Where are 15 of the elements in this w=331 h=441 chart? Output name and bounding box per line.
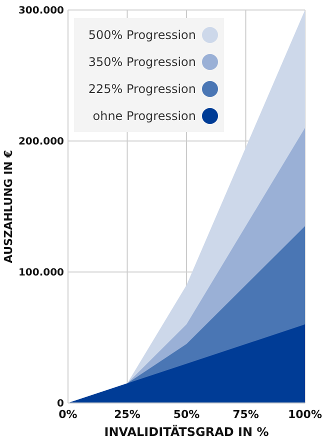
legend-label: 225% Progression — [88, 82, 196, 96]
y-tick-label: 100.000 — [18, 268, 64, 278]
legend-label: 350% Progression — [88, 55, 196, 70]
x-tick-label: 100% — [288, 408, 322, 421]
x-tick-label: 0% — [58, 408, 78, 421]
y-tick-label: 0 — [57, 398, 64, 410]
y-axis-title: AUSZAHLUNG IN € — [2, 150, 15, 264]
legend-label: ohne Progression — [92, 109, 196, 124]
x-tick-label: 25% — [114, 408, 140, 421]
x-tick-label: 50% — [173, 408, 200, 421]
y-tick-label: 200.000 — [18, 136, 64, 148]
x-axis-title: INVALIDITÄTSGRAD IN % — [104, 424, 269, 439]
y-tick-label: 300.000 — [18, 6, 64, 16]
legend-label: 500% Progression — [88, 28, 196, 42]
x-tick-label: 75% — [232, 408, 259, 421]
